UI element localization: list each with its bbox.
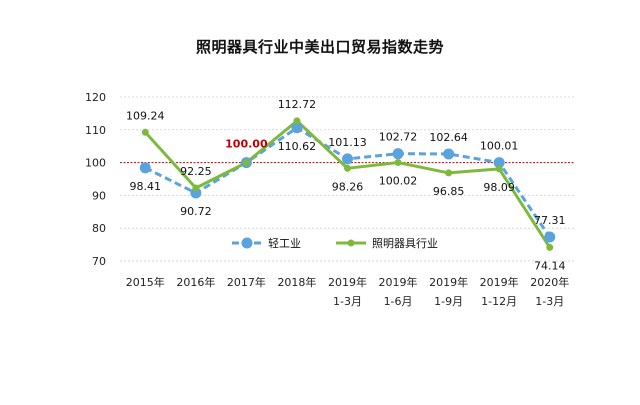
data-label: 98.09 bbox=[483, 181, 515, 194]
data-point bbox=[291, 122, 303, 134]
data-label: 98.41 bbox=[130, 180, 162, 193]
y-tick-label: 80 bbox=[92, 222, 106, 235]
data-label: 96.85 bbox=[433, 185, 465, 198]
data-label: 74.14 bbox=[534, 259, 566, 272]
data-point bbox=[139, 162, 151, 174]
data-point bbox=[493, 157, 505, 169]
legend-marker bbox=[241, 237, 253, 249]
data-point bbox=[392, 148, 404, 160]
data-label: 102.64 bbox=[429, 131, 468, 144]
data-label: 100.00 bbox=[225, 138, 268, 151]
data-label: 102.72 bbox=[379, 131, 418, 144]
data-label: 101.13 bbox=[328, 136, 367, 149]
data-point bbox=[192, 184, 200, 192]
x-tick-label: 2015年 bbox=[126, 275, 165, 289]
data-label: 90.72 bbox=[180, 205, 212, 218]
legend-marker bbox=[347, 239, 355, 247]
data-label: 112.72 bbox=[278, 98, 317, 111]
data-label: 109.24 bbox=[126, 109, 165, 122]
data-point bbox=[546, 243, 554, 251]
data-point bbox=[445, 169, 453, 177]
y-tick-label: 70 bbox=[92, 255, 106, 268]
data-label: 100.01 bbox=[480, 140, 519, 153]
data-label: 110.62 bbox=[278, 140, 317, 153]
data-point bbox=[293, 117, 301, 125]
legend-label: 轻工业 bbox=[268, 236, 301, 250]
y-tick-label: 90 bbox=[92, 189, 106, 202]
data-label: 92.25 bbox=[180, 165, 212, 178]
x-tick-label: 2020年 bbox=[530, 275, 569, 289]
x-tick-label: 2018年 bbox=[277, 275, 316, 289]
data-point bbox=[242, 159, 250, 167]
x-tick-label: 2019年 bbox=[480, 275, 519, 289]
y-tick-label: 100 bbox=[85, 157, 106, 170]
y-tick-label: 110 bbox=[85, 124, 106, 137]
x-tick-label: 2019年 bbox=[379, 275, 418, 289]
chart-title: 照明器具行业中美出口贸易指数走势 bbox=[195, 38, 444, 56]
data-label: 77.31 bbox=[534, 214, 566, 227]
x-tick-label: 2017年 bbox=[227, 275, 266, 289]
data-point bbox=[344, 164, 351, 172]
data-point bbox=[495, 165, 503, 173]
x-tick-label: 2019年 bbox=[328, 275, 367, 289]
data-point bbox=[190, 187, 202, 199]
data-point bbox=[443, 148, 455, 160]
x-tick-label: 2019年 bbox=[429, 275, 468, 289]
data-label: 100.02 bbox=[379, 175, 418, 188]
data-point bbox=[342, 153, 353, 165]
x-tick-label: 1-6月 bbox=[384, 295, 413, 308]
legend-label: 照明器具行业 bbox=[372, 237, 438, 250]
data-label: 98.26 bbox=[332, 180, 364, 193]
x-tick-label: 1-3月 bbox=[333, 295, 362, 308]
x-tick-label: 2016年 bbox=[176, 275, 215, 289]
y-tick-label: 120 bbox=[85, 91, 106, 104]
x-tick-label: 1-12月 bbox=[481, 295, 517, 308]
data-point bbox=[394, 159, 402, 167]
x-tick-label: 1-3月 bbox=[535, 295, 564, 308]
data-point bbox=[141, 128, 149, 136]
x-tick-label: 1-9月 bbox=[434, 295, 463, 308]
data-point bbox=[544, 231, 556, 243]
